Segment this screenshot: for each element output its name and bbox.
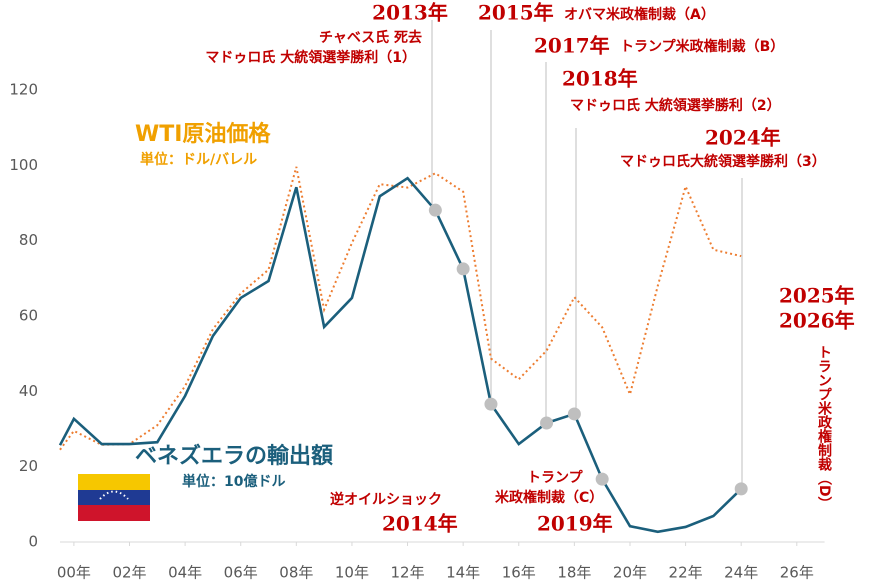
- annotation: トランプ米政権制裁（B）: [620, 38, 784, 55]
- x-tick-label: 22年: [669, 564, 703, 582]
- highlight-point: [734, 482, 748, 496]
- flag-blue: [78, 490, 150, 505]
- series-label: ベネズエラの輸出額: [135, 443, 333, 469]
- annotation: 逆オイルショック: [330, 491, 442, 508]
- annotation: マドゥロ氏大統領選挙勝利（3）: [620, 153, 826, 170]
- highlight-point: [484, 397, 498, 411]
- highlight-point: [540, 416, 554, 430]
- annotation: チャベス氏 死去: [319, 29, 422, 46]
- x-tick-label: 12年: [390, 564, 424, 582]
- y-tick-label: 60: [19, 307, 38, 325]
- series-line: [59, 166, 742, 451]
- annotation: 2024年: [705, 126, 781, 150]
- y-tick-label: 100: [9, 156, 38, 174]
- flag: [78, 474, 150, 521]
- annotation: オバマ米政権制裁（A）: [564, 6, 715, 23]
- annotation: 2015年: [478, 1, 554, 25]
- annotation: 2014年: [382, 512, 458, 536]
- annotation-lines: [431, 20, 743, 489]
- flag-yellow: [78, 474, 150, 490]
- x-tick-label: 26年: [780, 564, 814, 582]
- x-tick-label: 24年: [724, 564, 758, 582]
- annotation: 2013年: [372, 1, 448, 25]
- y-tick-label: 80: [19, 231, 38, 249]
- highlight-point: [428, 203, 442, 217]
- series-label: WTI原油価格: [135, 121, 271, 147]
- y-tick-label: 120: [9, 81, 38, 99]
- annotation: トランプ: [527, 470, 584, 486]
- annotation: 2017年: [534, 34, 610, 58]
- annotation: トランプ米政権制裁（D）: [816, 345, 833, 511]
- annotation: マドゥロ氏 大統領選挙勝利（2）: [570, 97, 781, 114]
- annotation: 米政権制裁（C）: [495, 489, 603, 506]
- x-tick-label: 00年: [57, 564, 91, 582]
- series-line: [58, 176, 743, 534]
- x-tick-label: 04年: [168, 564, 202, 582]
- annotation: マドゥロ氏 大統領選挙勝利（1）: [205, 49, 416, 66]
- y-tick-label: 40: [19, 382, 38, 400]
- x-tick-label: 06年: [224, 564, 258, 582]
- x-tick-label: 08年: [279, 564, 313, 582]
- y-tick-label: 20: [19, 457, 38, 475]
- x-tick-label: 02年: [112, 564, 146, 582]
- x-tick-label: 18年: [557, 564, 591, 582]
- flag-red: [78, 505, 150, 521]
- annotation: 2026年: [779, 309, 855, 333]
- y-tick-label: 0: [28, 533, 38, 551]
- x-tick-label: 20年: [613, 564, 647, 582]
- annotation: 2018年: [562, 67, 638, 91]
- x-tick-label: 10年: [335, 564, 369, 582]
- annotation: 2019年: [537, 512, 613, 536]
- annotation: 2025年: [779, 284, 855, 308]
- series-unit: 単位：ドル/バレル: [140, 151, 257, 168]
- highlight-point: [567, 407, 581, 421]
- highlight-point: [595, 472, 609, 486]
- x-tick-label: 16年: [502, 564, 536, 582]
- x-tick-label: 14年: [446, 564, 480, 582]
- highlight-point: [456, 262, 470, 276]
- series-unit: 単位：10億ドル: [182, 473, 285, 490]
